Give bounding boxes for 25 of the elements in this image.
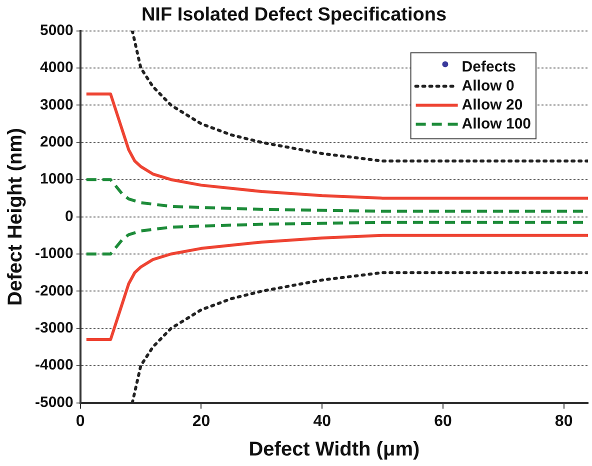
y-tick-label: -3000 bbox=[34, 320, 74, 337]
line-series bbox=[130, 30, 588, 162]
legend-label: Allow 0 bbox=[462, 77, 514, 94]
x-tick-label: 0 bbox=[76, 412, 85, 430]
x-tick-label: 40 bbox=[313, 412, 332, 430]
legend-label: Defects bbox=[462, 58, 516, 76]
y-axis-title: Defect Height (nm) bbox=[4, 128, 27, 306]
y-tick-label: -2000 bbox=[34, 282, 74, 300]
line-series bbox=[130, 271, 588, 403]
x-axis-title: Defect Width (μm) bbox=[248, 438, 420, 461]
y-tick-label: 5000 bbox=[40, 22, 74, 39]
y-tick-label: 4000 bbox=[40, 59, 74, 76]
y-tick-label: -5000 bbox=[34, 394, 74, 411]
y-tick-label: -4000 bbox=[34, 356, 74, 374]
y-tick-label: 1000 bbox=[40, 170, 74, 188]
x-tick-label: 80 bbox=[554, 412, 573, 430]
x-tick-label: 20 bbox=[192, 412, 210, 430]
y-tick-label: -1000 bbox=[34, 245, 74, 262]
y-tick-label: 0 bbox=[65, 208, 74, 225]
chart-title: NIF Isolated Defect Specifications bbox=[141, 4, 447, 26]
y-tick-label: 2000 bbox=[40, 134, 74, 151]
legend-label: Allow 100 bbox=[462, 115, 532, 132]
legend-label: Allow 20 bbox=[462, 96, 523, 114]
x-tick-label: 60 bbox=[434, 412, 452, 430]
y-tick-label: 3000 bbox=[40, 96, 74, 114]
